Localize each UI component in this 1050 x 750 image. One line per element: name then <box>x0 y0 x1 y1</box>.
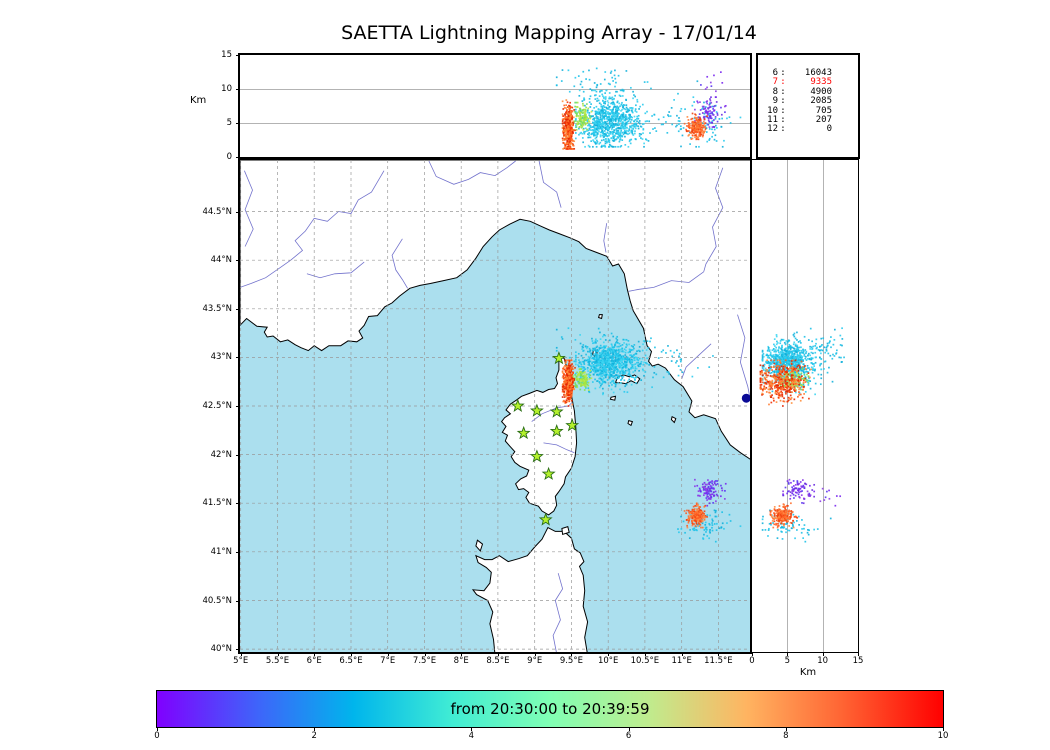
map-y-tick-label: 41.5°N <box>202 498 232 509</box>
count-row: 8:4900 <box>772 86 832 97</box>
map-y-tick-label: 43.5°N <box>202 303 232 314</box>
station-star-icon <box>541 466 556 480</box>
colorbar-tick-label: 2 <box>311 731 317 741</box>
count-row: 9:2085 <box>772 96 832 107</box>
map-x-tick-label: 5°E <box>233 656 249 666</box>
source-counts-list: 6:16043 7:9335 8:4900 9:2085 10:705 11:207 12:… <box>766 68 858 135</box>
map-y-tick-label: 42°N <box>210 449 232 460</box>
station-star-icon <box>529 403 544 417</box>
map-stations-overlay <box>510 351 750 526</box>
count-row: 10:705 <box>767 105 832 116</box>
map-y-tick-label: 42.5°N <box>202 401 232 411</box>
time-range-label: from 20:30:00 to 20:39:59 <box>450 700 650 718</box>
station-star-icon <box>529 449 544 463</box>
figure-title: SAETTA Lightning Mapping Array - 17/01/1… <box>341 22 757 44</box>
map-y-tick-label: 44.5°N <box>202 206 232 217</box>
station-star-icon <box>551 351 566 365</box>
station-star-icon <box>549 423 564 438</box>
map-x-tick-label: 10°E <box>597 656 619 666</box>
map-x-tick-label: 7°E <box>380 656 396 666</box>
map-panel <box>238 158 752 654</box>
altitude-axis-label-left: Km <box>190 95 207 106</box>
alt-y-tick-label: 5 <box>226 118 232 128</box>
colorbar-tick-label: 0 <box>154 731 160 741</box>
colorbar-tick-label: 4 <box>468 731 475 741</box>
colorbar-tick-label: 6 <box>625 731 632 741</box>
alt-y-tick-label: 0 <box>226 152 232 162</box>
count-row: 11:207 <box>767 115 832 126</box>
alt-y-tick-label: 15 <box>221 50 232 60</box>
map-x-tick-label: 6°E <box>306 656 322 666</box>
station-star-icon <box>510 398 525 412</box>
colorbar-tick-label: 10 <box>937 731 949 741</box>
altitude-latitude-scatter-canvas <box>752 160 858 652</box>
count-row: 7:9335 <box>772 77 832 88</box>
alt-y-tick-label: 10 <box>221 84 232 94</box>
map-y-tick-label: 43°N <box>210 352 232 363</box>
colorbar-tick-label: 8 <box>783 731 789 741</box>
map-y-tick-label: 41°N <box>210 546 232 557</box>
map-x-tick-label: 5.5°E <box>265 656 290 666</box>
station-star-icon <box>538 512 553 526</box>
map-y-tick-label: 40°N <box>210 644 232 655</box>
altitude-latitude-panel <box>751 159 859 653</box>
alt-x-tick-label: 15 <box>852 656 864 666</box>
map-x-tick-label: 7.5°E <box>412 656 437 666</box>
map-x-tick-label: 9.5°E <box>559 656 583 666</box>
station-star-icon <box>549 404 564 418</box>
map-x-tick-label: 9°E <box>527 656 543 666</box>
map-x-tick-label: 8.5°E <box>486 656 510 666</box>
count-row: 12:0 <box>767 124 832 135</box>
source-counts-panel: 6:16043 7:9335 8:4900 9:2085 10:705 11:207 12:… <box>756 53 860 159</box>
altitude-longitude-panel <box>238 53 752 159</box>
alt-x-tick-label: 10 <box>817 656 829 666</box>
map-x-tick-label: 11.5°E <box>704 656 733 666</box>
map-x-tick-label: 8°E <box>453 656 469 666</box>
map-x-tick-label: 11°E <box>671 656 692 666</box>
time-colorbar: from 20:30:00 to 20:39:59 <box>156 690 944 728</box>
map-y-tick-label: 40.5°N <box>202 595 232 606</box>
altitude-longitude-scatter-canvas <box>240 55 750 157</box>
map-x-tick-label: 10.5°E <box>630 656 660 666</box>
map-x-tick-label: 6.5°E <box>339 656 363 666</box>
count-row: 6:16043 <box>772 68 832 78</box>
map-y-tick-label: 44°N <box>210 255 232 266</box>
station-star-icon <box>565 418 580 432</box>
station-star-icon <box>516 425 531 440</box>
map-scatter-canvas <box>240 160 750 652</box>
alt-x-tick-label: 0 <box>749 656 755 666</box>
navy-marker <box>741 393 750 403</box>
altitude-axis-label-bottom: Km <box>799 667 817 678</box>
alt-x-tick-label: 5 <box>784 656 791 666</box>
